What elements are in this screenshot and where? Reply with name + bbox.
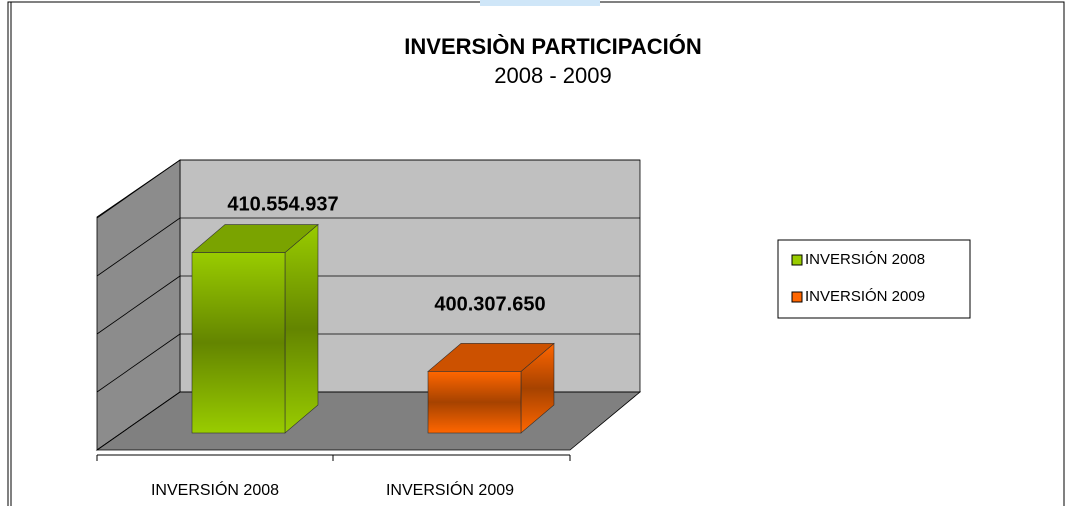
bar-top-shade bbox=[192, 224, 318, 253]
grid-line-side bbox=[96, 159, 181, 219]
x-tick-label: INVERSIÓN 2008 bbox=[151, 480, 279, 499]
legend-swatch bbox=[791, 291, 803, 303]
legend-label: INVERSIÓN 2008 bbox=[805, 251, 925, 268]
grid-line-side bbox=[96, 275, 181, 335]
bar-shade bbox=[428, 371, 521, 433]
grid-line-side bbox=[96, 333, 181, 393]
grid-line-side bbox=[96, 217, 181, 277]
x-tick-label: INVERSIÓN 2009 bbox=[386, 480, 514, 499]
bar-side-shade bbox=[521, 343, 554, 433]
bar-shade bbox=[192, 252, 285, 433]
bar-side-shade bbox=[285, 224, 318, 433]
data-label: 400.307.650 bbox=[434, 293, 545, 315]
data-label: 410.554.937 bbox=[227, 193, 338, 215]
grid-line-side bbox=[96, 391, 181, 451]
chart-title: INVERSIÒN PARTICIPACIÓN bbox=[404, 34, 701, 59]
legend bbox=[777, 239, 971, 319]
top-accent bbox=[480, 0, 600, 6]
floor bbox=[95, 391, 642, 451]
chart-subtitle: 2008 - 2009 bbox=[494, 63, 611, 88]
bar-top-shade bbox=[428, 343, 554, 372]
legend-label: INVERSIÓN 2009 bbox=[805, 288, 925, 305]
legend-swatch bbox=[791, 254, 803, 266]
